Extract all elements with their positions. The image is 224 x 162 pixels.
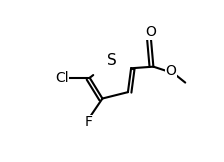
Text: F: F — [85, 115, 93, 129]
Text: O: O — [166, 64, 176, 78]
Text: O: O — [146, 25, 156, 39]
Text: S: S — [107, 53, 117, 68]
Text: Cl: Cl — [55, 71, 69, 85]
